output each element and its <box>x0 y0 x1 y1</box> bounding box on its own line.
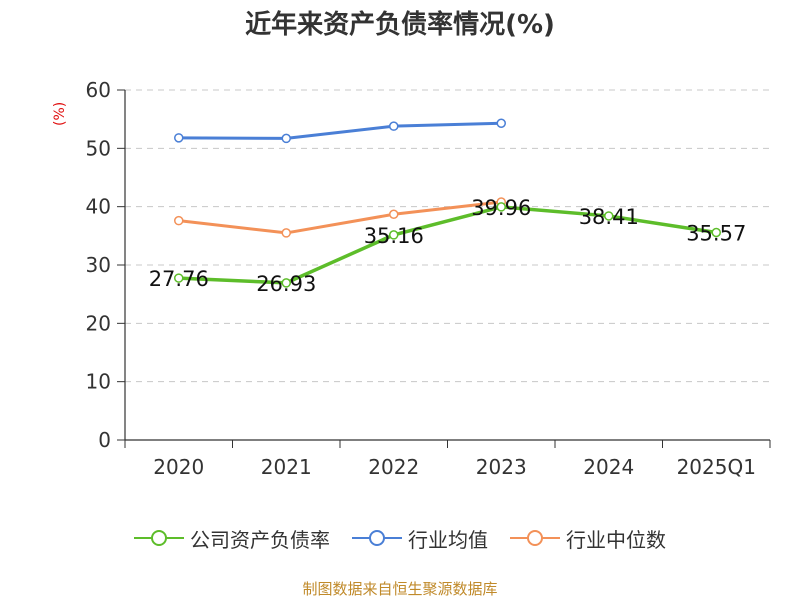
series-0-point-4 <box>604 211 614 221</box>
legend-marker-industry-mean <box>352 530 402 546</box>
y-tick-label-0: 0 <box>98 428 111 452</box>
legend-label-industry-mean: 行业均值 <box>408 527 488 552</box>
series-line-2 <box>178 200 502 235</box>
series-2-point-2 <box>389 209 399 219</box>
y-tick-label-20: 20 <box>86 311 111 335</box>
series-line-0 <box>178 205 717 285</box>
series-1-point-0 <box>174 133 184 143</box>
y-tick-label-50: 50 <box>86 136 111 160</box>
legend-item-company[interactable]: 公司资产负债率 <box>134 524 330 553</box>
y-tick-label-10: 10 <box>86 370 111 394</box>
x-tick-label-2024: 2024 <box>583 455 634 479</box>
x-tick-label-2022: 2022 <box>368 455 419 479</box>
legend-item-industry-median[interactable]: 行业中位数 <box>510 524 666 553</box>
legend-marker-company <box>134 530 184 546</box>
legend: 公司资产负债率 行业均值 行业中位数 <box>0 520 800 556</box>
data-label-2025Q1: 35.57 <box>686 222 746 246</box>
series-lines <box>174 118 721 288</box>
source-note: 制图数据来自恒生聚源数据库 <box>302 580 498 598</box>
series-0-point-1 <box>281 278 291 288</box>
series-0-point-0 <box>174 273 184 283</box>
data-label-2021: 26.93 <box>256 272 316 296</box>
legend-label-company: 公司资产负债率 <box>190 527 330 552</box>
chart-title: 近年来资产负债率情况(%) <box>245 10 555 40</box>
x-tick-label-2021: 2021 <box>261 455 312 479</box>
axes: 0 10 20 30 40 50 60 2020 2021 2022 2023 2024 2025Q1 <box>86 78 771 479</box>
data-label-2024: 38.41 <box>579 205 639 229</box>
y-tick-label-60: 60 <box>86 78 111 102</box>
data-label-2020: 27.76 <box>149 267 209 291</box>
y-tick-label-30: 30 <box>86 253 111 277</box>
series-0-point-2 <box>389 230 399 240</box>
x-tick-label-2023: 2023 <box>476 455 527 479</box>
series-0-point-3 <box>496 202 506 212</box>
series-1-point-1 <box>281 133 291 144</box>
series-2-point-0 <box>174 215 184 226</box>
series-line-1 <box>178 121 502 140</box>
x-tick-label-2020: 2020 <box>153 455 204 479</box>
y-tick-label-40: 40 <box>86 195 111 219</box>
series-0-point-5 <box>711 227 721 238</box>
data-labels: 27.76 26.93 35.16 39.96 38.41 35.57 <box>149 196 747 296</box>
x-tick-label-2025Q1: 2025Q1 <box>677 455 756 479</box>
series-1-point-3 <box>496 118 506 128</box>
legend-item-industry-mean[interactable]: 行业均值 <box>352 524 488 553</box>
legend-label-industry-median: 行业中位数 <box>566 527 666 552</box>
series-1-point-2 <box>389 121 399 131</box>
legend-marker-industry-median <box>510 530 560 546</box>
data-label-2022: 35.16 <box>364 224 424 248</box>
data-label-2023: 39.96 <box>471 196 531 220</box>
grid-lines <box>125 89 770 383</box>
series-2-point-1 <box>281 228 291 238</box>
